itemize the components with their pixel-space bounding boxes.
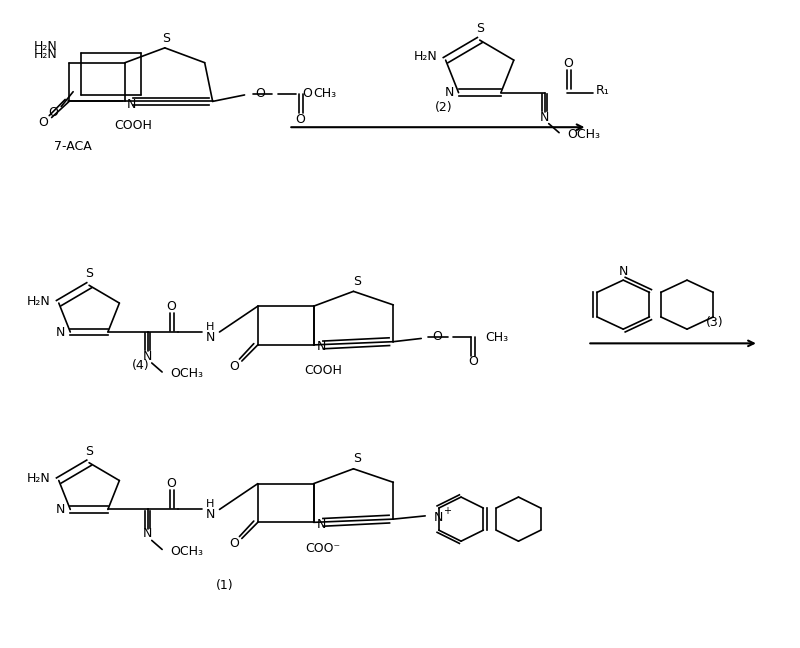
Text: H₂N: H₂N [27, 295, 51, 308]
Text: CH₃: CH₃ [313, 87, 336, 100]
Text: O: O [166, 477, 177, 490]
Text: (2): (2) [435, 101, 453, 114]
Text: N: N [618, 265, 628, 278]
Text: CH₃: CH₃ [485, 330, 508, 343]
Text: O: O [38, 116, 49, 129]
Text: O: O [229, 537, 238, 550]
Text: 7-ACA: 7-ACA [54, 140, 92, 153]
Text: N: N [206, 330, 214, 343]
Text: S: S [354, 452, 362, 465]
Text: O: O [432, 330, 442, 343]
Text: S: S [85, 267, 93, 280]
Text: H₂N: H₂N [414, 51, 438, 64]
Text: N: N [143, 350, 153, 363]
Text: O: O [302, 87, 312, 100]
Text: S: S [162, 32, 170, 45]
Text: O: O [255, 87, 266, 100]
Text: O: O [295, 113, 306, 126]
Text: COOH: COOH [304, 364, 342, 377]
Text: N: N [56, 503, 66, 516]
Text: (1): (1) [216, 579, 234, 592]
Text: H₂N: H₂N [34, 40, 57, 53]
Text: R₁: R₁ [595, 84, 609, 97]
Text: N: N [434, 511, 442, 524]
Text: OCH₃: OCH₃ [170, 545, 203, 558]
Text: H: H [206, 499, 214, 509]
Text: O: O [166, 299, 177, 313]
Text: (4): (4) [132, 360, 150, 373]
Text: N: N [317, 518, 326, 531]
Text: O: O [229, 360, 238, 373]
Text: H₂N: H₂N [34, 48, 57, 61]
Text: O: O [468, 355, 478, 368]
Text: H: H [206, 322, 214, 332]
Text: +: + [442, 506, 450, 516]
Text: O: O [48, 106, 58, 119]
Text: N: N [206, 508, 214, 521]
Text: S: S [476, 22, 484, 35]
Text: N: N [143, 527, 153, 540]
Text: OCH₃: OCH₃ [170, 367, 203, 380]
Text: N: N [56, 325, 66, 338]
Text: N: N [540, 111, 550, 124]
Text: N: N [444, 86, 454, 99]
Text: S: S [354, 275, 362, 288]
Text: H₂N: H₂N [27, 472, 51, 485]
Text: OCH₃: OCH₃ [567, 128, 600, 141]
Text: N: N [317, 340, 326, 353]
Text: COO⁻: COO⁻ [306, 542, 341, 555]
Text: (3): (3) [706, 316, 724, 329]
Text: COOH: COOH [114, 119, 152, 132]
Text: N: N [126, 98, 136, 111]
Text: S: S [85, 445, 93, 457]
Text: O: O [564, 57, 574, 70]
